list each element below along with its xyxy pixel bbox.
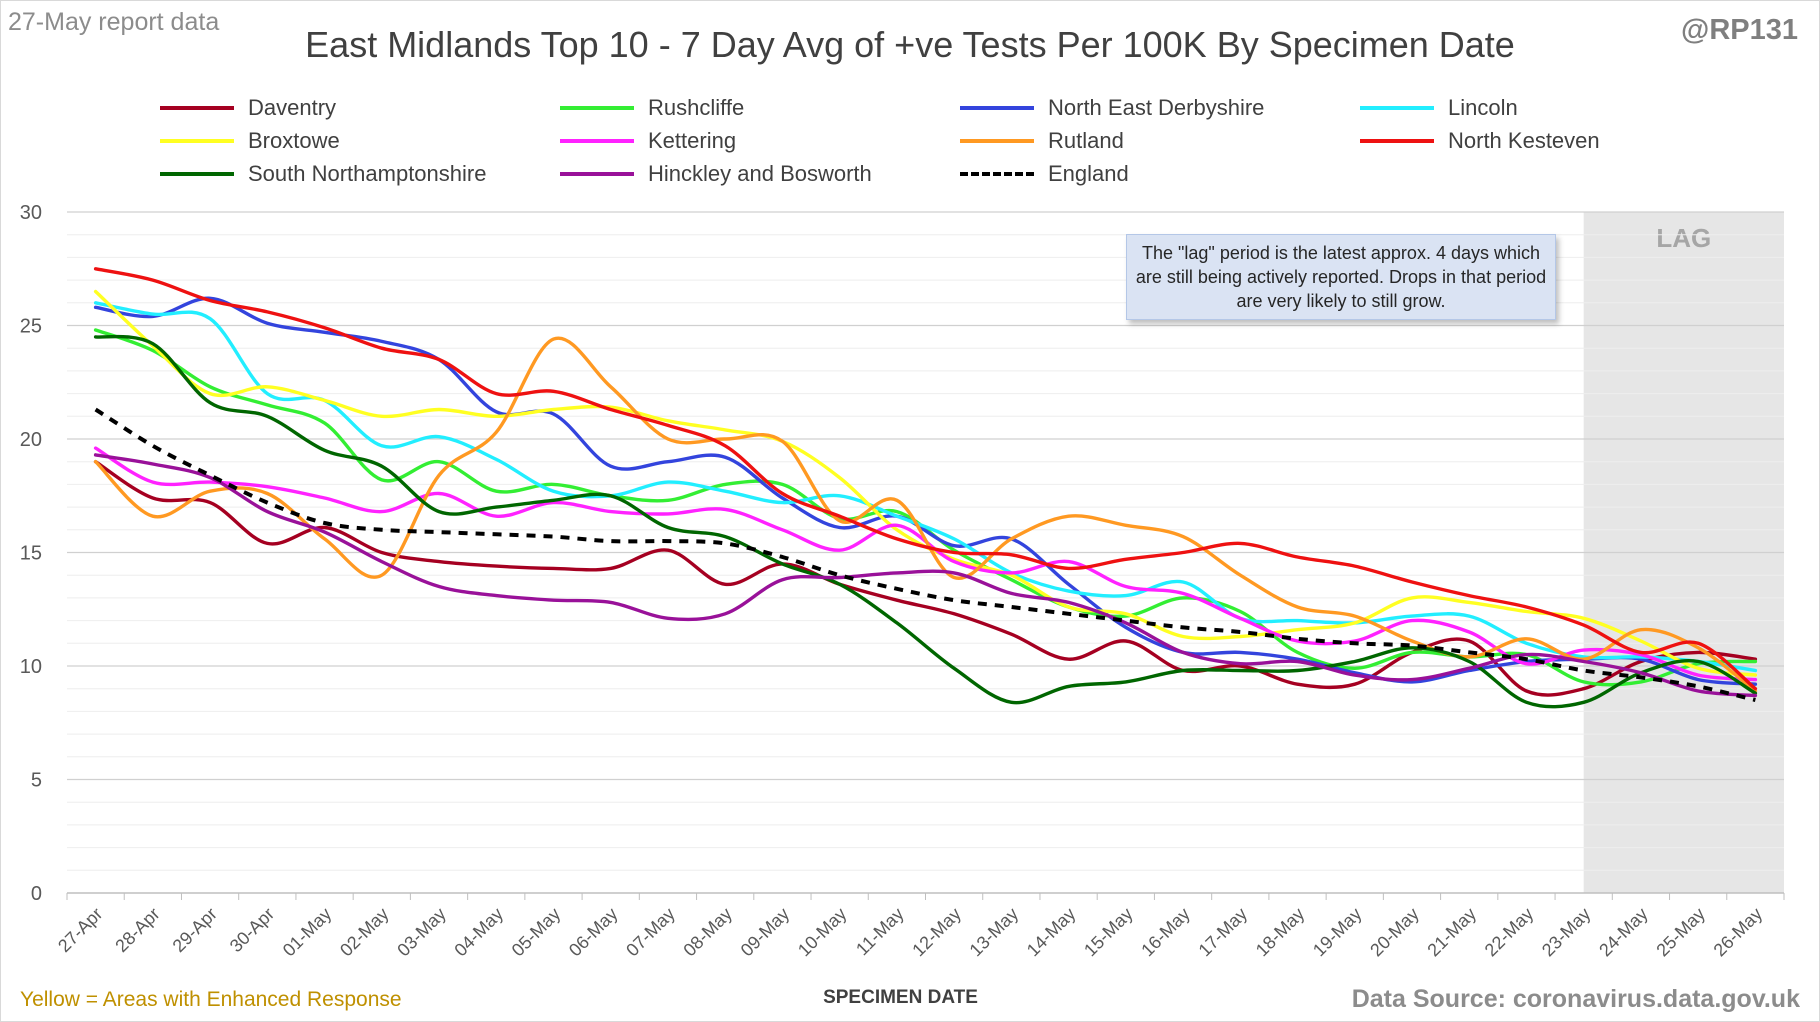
grid-layer xyxy=(67,211,1784,871)
x-tick-label: 24-May xyxy=(1595,904,1652,961)
legend-label: Rushcliffe xyxy=(648,95,745,120)
x-tick-label: 06-May xyxy=(565,904,622,961)
chart-title: East Midlands Top 10 - 7 Day Avg of +ve … xyxy=(305,24,1515,65)
legend-swatch xyxy=(960,172,1034,176)
data-source: Data Source: coronavirus.data.gov.uk xyxy=(1351,985,1800,1013)
x-tick-label: 05-May xyxy=(508,904,565,961)
y-tick-label: 20 xyxy=(20,429,42,451)
x-tick-label: 23-May xyxy=(1538,904,1595,961)
legend-label: Rutland xyxy=(1048,128,1124,153)
legend-item: Kettering xyxy=(560,125,736,157)
legend-label: Lincoln xyxy=(1448,95,1518,120)
legend-label: North Kesteven xyxy=(1448,128,1600,153)
legend-swatch xyxy=(1360,106,1434,110)
report-date: 27-May report data xyxy=(8,8,220,36)
legend-label: Broxtowe xyxy=(248,128,340,153)
x-tick-label: 22-May xyxy=(1481,904,1538,961)
x-tick-label: 18-May xyxy=(1252,904,1309,961)
legend-swatch xyxy=(560,106,634,110)
x-tick-label: 03-May xyxy=(393,904,450,961)
legend-item: Daventry xyxy=(160,92,336,124)
x-tick-label: 12-May xyxy=(908,904,965,961)
y-tick-label: 15 xyxy=(20,543,42,565)
legend-label: Kettering xyxy=(648,128,737,153)
y-tick-label: 0 xyxy=(31,883,42,905)
x-tick-label: 20-May xyxy=(1366,904,1423,961)
legend-label: Daventry xyxy=(248,95,337,120)
x-tick-label: 10-May xyxy=(794,904,851,961)
x-tick-label: 29-Apr xyxy=(169,904,221,956)
series-layer xyxy=(93,267,1758,709)
x-tick-label: 01-May xyxy=(279,904,336,961)
legend-swatch xyxy=(960,106,1034,110)
x-tick-label: 02-May xyxy=(336,904,393,961)
series-line-daventry xyxy=(93,460,1758,697)
legend-swatch xyxy=(560,139,634,143)
x-tick-label: 25-May xyxy=(1652,904,1709,961)
x-tick-label: 19-May xyxy=(1309,904,1366,961)
legend-item: North Kesteven xyxy=(1360,125,1600,157)
legend-swatch xyxy=(160,172,234,176)
x-tick-label: 28-Apr xyxy=(111,904,163,956)
series-line-north-east-derbyshire xyxy=(93,296,1758,686)
enhanced-response-note: Yellow = Areas with Enhanced Response xyxy=(20,988,402,1011)
legend-item: Broxtowe xyxy=(160,125,340,157)
x-tick-label: 09-May xyxy=(737,904,794,961)
legend-item: South Northamptonshire xyxy=(160,158,486,190)
x-tick-label: 30-Apr xyxy=(226,904,278,956)
legend-label: North East Derbyshire xyxy=(1048,95,1265,120)
legend: Daventry Rushcliffe North East Derbyshire L… xyxy=(160,92,1640,192)
y-tick-label: 30 xyxy=(20,202,42,224)
legend-label: South Northamptonshire xyxy=(248,161,487,186)
legend-swatch xyxy=(160,106,234,110)
legend-item: North East Derbyshire xyxy=(960,92,1264,124)
legend-item: England xyxy=(960,158,1129,190)
y-tick-label: 25 xyxy=(20,316,42,338)
lag-label: LAG xyxy=(1656,223,1711,253)
x-tick-label: 14-May xyxy=(1023,904,1080,961)
x-tick-label: 08-May xyxy=(679,904,736,961)
x-tick-label: 21-May xyxy=(1423,904,1480,961)
author-handle: @RP131 xyxy=(1681,14,1798,46)
series-line-kettering xyxy=(93,446,1758,682)
x-tick-label: 15-May xyxy=(1080,904,1137,961)
x-tick-label: 11-May xyxy=(852,904,908,960)
legend-item: Rutland xyxy=(960,125,1124,157)
series-line-south-northamptonshire xyxy=(93,334,1758,709)
legend-swatch xyxy=(960,139,1034,143)
x-axis-title: SPECIMEN DATE xyxy=(823,987,978,1008)
legend-item: Rushcliffe xyxy=(560,92,744,124)
y-tick-label: 10 xyxy=(20,656,42,678)
legend-label: England xyxy=(1048,161,1129,186)
legend-item: Lincoln xyxy=(1360,92,1518,124)
lag-annotation: The "lag" period is the latest approx. 4… xyxy=(1126,234,1556,320)
series-line-north-kesteven xyxy=(93,267,1758,691)
series-line-hinckley-and-bosworth xyxy=(93,453,1758,698)
legend-swatch xyxy=(560,172,634,176)
legend-swatch xyxy=(1360,139,1434,143)
x-tick-label: 17-May xyxy=(1195,904,1252,961)
series-line-broxtowe xyxy=(93,289,1758,677)
legend-swatch xyxy=(160,139,234,143)
series-line-england xyxy=(94,407,1756,702)
legend-item: Hinckley and Bosworth xyxy=(560,158,872,190)
x-tick-label: 13-May xyxy=(966,904,1023,961)
x-tick-label: 07-May xyxy=(622,904,679,961)
x-tick-label: 27-Apr xyxy=(54,904,106,956)
x-tick-label: 26-May xyxy=(1710,904,1767,961)
series-line-rutland xyxy=(93,336,1758,693)
series-line-lincoln xyxy=(93,301,1758,673)
x-tick-label: 16-May xyxy=(1137,904,1194,961)
x-tick-label: 04-May xyxy=(450,904,507,961)
legend-label: Hinckley and Bosworth xyxy=(648,161,872,186)
y-tick-label: 5 xyxy=(31,770,42,792)
